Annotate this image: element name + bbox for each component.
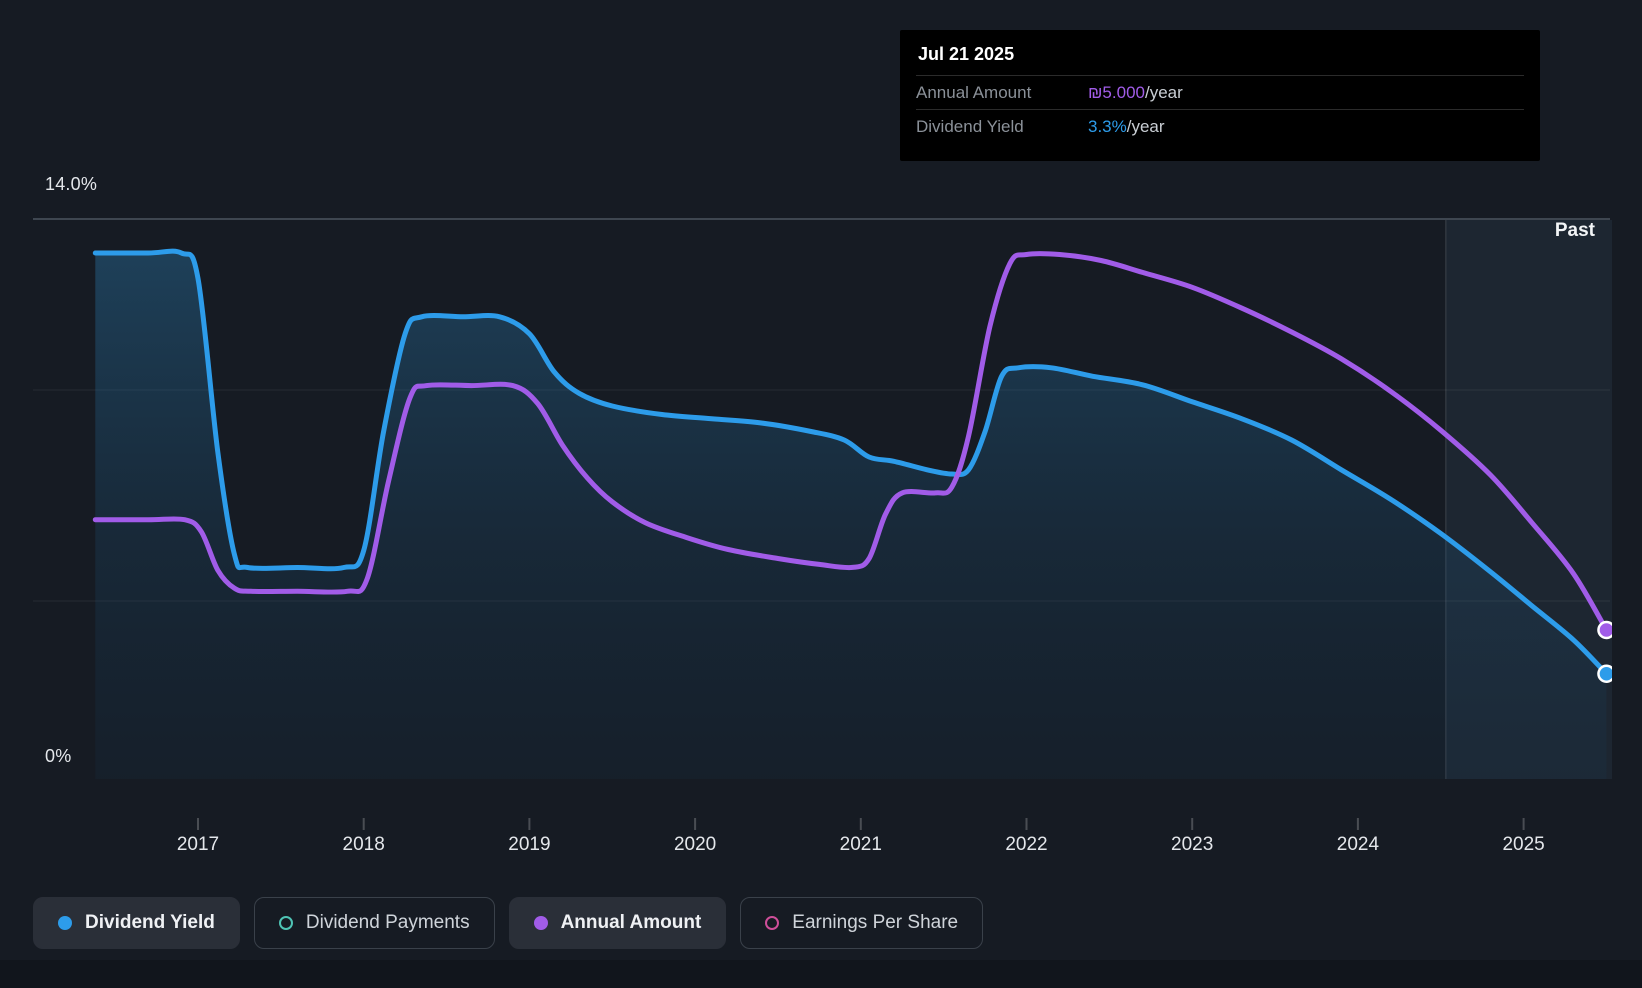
x-axis-label: 2023 — [1171, 834, 1214, 855]
y-axis-zero-label: 0% — [45, 746, 72, 766]
dividend-yield-swatch-icon — [58, 916, 72, 930]
legend-toggle-earnings-per-share[interactable]: Earnings Per Share — [740, 897, 984, 949]
earnings-per-share-swatch-icon — [765, 916, 780, 930]
tooltip-value-suffix: /year — [1126, 116, 1165, 136]
chart-canvas[interactable] — [0, 0, 1612, 840]
legend-label: Earnings Per Share — [792, 912, 959, 933]
x-axis-label: 2017 — [176, 834, 220, 855]
series-line-annual-amount — [92, 251, 1609, 633]
x-axis-label: 2022 — [1005, 834, 1048, 855]
endpoint-marker-dividend-yield — [1597, 664, 1612, 683]
chart-tooltip: Jul 21 2025 Annual Amount ₪5.000 /year D… — [900, 30, 1540, 161]
past-region-label: Past — [1554, 220, 1595, 241]
area-fill-dividend-yield — [95, 251, 1607, 780]
tooltip-row-annual-amount: Annual Amount ₪5.000 /year — [916, 75, 1524, 109]
series-line-dividend-yield — [92, 248, 1609, 677]
tooltip-value: ₪5.000 — [1088, 82, 1145, 102]
x-axis-label: 2020 — [673, 834, 717, 855]
tooltip-date: Jul 21 2025 — [918, 44, 1015, 64]
legend-label: Dividend Yield — [85, 912, 215, 933]
bottom-divider-band — [0, 960, 1642, 988]
x-axis-label: 2025 — [1502, 834, 1545, 855]
x-axis-label: 2018 — [342, 834, 385, 855]
dividend-payments-swatch-icon — [278, 916, 293, 930]
tooltip-value: 3.3% — [1088, 116, 1127, 136]
annual-amount-swatch-icon — [533, 916, 548, 930]
x-axis-label: 2021 — [839, 834, 882, 855]
x-axis-label: 2024 — [1336, 834, 1380, 855]
legend-label: Annual Amount — [560, 912, 702, 933]
x-axis-label: 2019 — [508, 834, 551, 855]
legend-toggle-annual-amount[interactable]: Annual Amount — [508, 897, 727, 949]
y-axis-top-label: 14.0% — [45, 174, 98, 194]
legend-toggle-dividend-yield[interactable]: Dividend Yield — [33, 897, 240, 949]
tooltip-spacer — [900, 143, 1540, 161]
tooltip-label: Dividend Yield — [916, 116, 1024, 136]
tooltip-value-suffix: /year — [1144, 82, 1183, 102]
legend-toggle-dividend-payments[interactable]: Dividend Payments — [253, 897, 495, 949]
tooltip-label: Annual Amount — [916, 82, 1032, 102]
endpoint-marker-annual-amount — [1597, 620, 1612, 640]
legend-label: Dividend Payments — [305, 912, 470, 933]
series-legend: Dividend Yield Dividend Payments Annual … — [33, 897, 984, 949]
tooltip-row-dividend-yield: Dividend Yield 3.3% /year — [916, 109, 1524, 143]
